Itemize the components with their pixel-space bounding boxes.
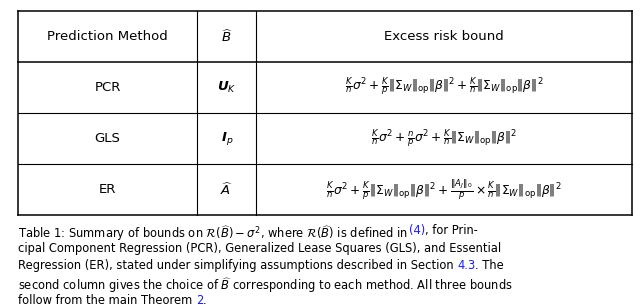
Text: ER: ER <box>99 183 116 196</box>
Text: second column gives the choice of $\widehat{B}$ corresponding to each method. Al: second column gives the choice of $\wide… <box>18 276 513 295</box>
Text: GLS: GLS <box>95 132 120 145</box>
Text: $\boldsymbol{U}_K$: $\boldsymbol{U}_K$ <box>217 80 237 95</box>
Text: .: . <box>203 294 207 305</box>
Text: cipal Component Regression (PCR), Generalized Lease Squares (GLS), and Essential: cipal Component Regression (PCR), Genera… <box>18 242 501 255</box>
Text: Regression (ER), stated under simplifying assumptions described in Section: Regression (ER), stated under simplifyin… <box>18 259 457 272</box>
Text: Table 1: Summary of bounds on $\mathcal{R}(\widehat{B}) - \sigma^2$, where $\mat: Table 1: Summary of bounds on $\mathcal{… <box>18 224 409 243</box>
Text: Excess risk bound: Excess risk bound <box>385 30 504 43</box>
Text: $\boldsymbol{I}_p$: $\boldsymbol{I}_p$ <box>221 130 233 147</box>
Text: $\frac{K}{n}\sigma^2 + \frac{n}{p}\sigma^2 + \frac{K}{n}\|\Sigma_W\|_{\mathrm{op: $\frac{K}{n}\sigma^2 + \frac{n}{p}\sigma… <box>371 127 518 149</box>
Text: (4): (4) <box>409 224 426 237</box>
Text: . The: . The <box>476 259 504 272</box>
Text: , for Prin-: , for Prin- <box>426 224 478 237</box>
Text: 2: 2 <box>196 294 203 305</box>
Text: $\widehat{B}$: $\widehat{B}$ <box>221 28 233 45</box>
Text: Prediction Method: Prediction Method <box>47 30 168 43</box>
Text: PCR: PCR <box>95 81 121 94</box>
Text: 4.3: 4.3 <box>457 259 476 272</box>
Text: follow from the main Theorem: follow from the main Theorem <box>18 294 196 305</box>
Text: $\frac{K}{n}\sigma^2 + \frac{K}{p}\|\Sigma_W\|_{\mathrm{op}}\|\beta\|^2 + \frac{: $\frac{K}{n}\sigma^2 + \frac{K}{p}\|\Sig… <box>345 76 543 99</box>
Text: $\widehat{A}$: $\widehat{A}$ <box>220 181 234 198</box>
Text: $\frac{K}{n}\sigma^2 + \frac{K}{p}\|\Sigma_W\|_{\mathrm{op}}\|\beta\|^2 + \frac{: $\frac{K}{n}\sigma^2 + \frac{K}{p}\|\Sig… <box>326 177 562 202</box>
